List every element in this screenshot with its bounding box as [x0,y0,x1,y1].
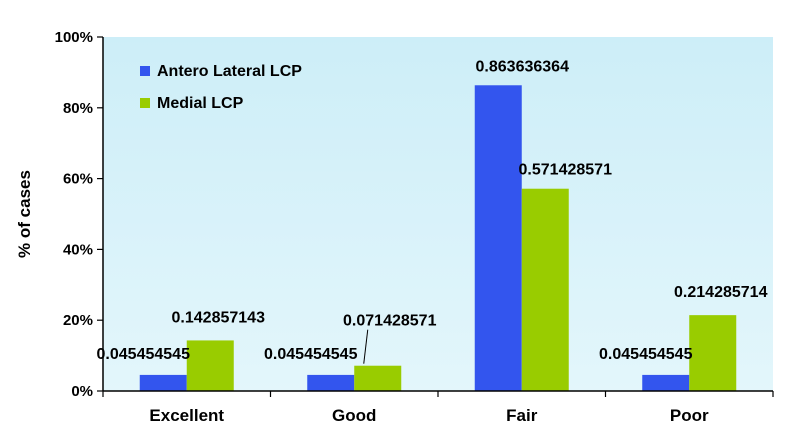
data-label: 0.071428571 [343,313,437,330]
bar [139,374,187,391]
data-label: 0.142857143 [172,309,266,326]
plot-area [103,37,773,391]
y-tick-label: 0% [71,383,93,400]
y-tick-label: 80% [63,100,93,117]
y-axis-title: % of cases [15,170,34,258]
data-label: 0.571428571 [519,162,613,179]
x-tick-label: Good [332,406,376,425]
data-label: 0.863636364 [476,58,570,75]
legend-swatch [140,66,150,76]
bar [689,315,737,391]
y-tick-label: 20% [63,312,93,329]
data-label: 0.214285714 [674,284,768,301]
bar [307,374,355,391]
data-label: 0.045454545 [97,346,191,363]
bar [521,188,569,391]
y-tick-label: 100% [55,29,93,46]
legend-label: Antero Lateral LCP [157,63,302,80]
bar [474,85,522,391]
data-label-leader [363,329,369,364]
bar [186,340,234,391]
x-tick-label: Excellent [149,406,224,425]
x-tick-label: Poor [670,406,709,425]
bar [354,365,402,391]
x-tick-label: Fair [506,406,538,425]
data-label: 0.045454545 [599,346,693,363]
y-tick-label: 60% [63,171,93,188]
legend-swatch [140,98,150,108]
legend-label: Medial LCP [157,95,244,112]
bar [642,374,690,391]
legend: Antero Lateral LCP Medial LCP [140,63,302,112]
y-tick-label: 40% [63,241,93,258]
data-label: 0.045454545 [264,346,358,363]
